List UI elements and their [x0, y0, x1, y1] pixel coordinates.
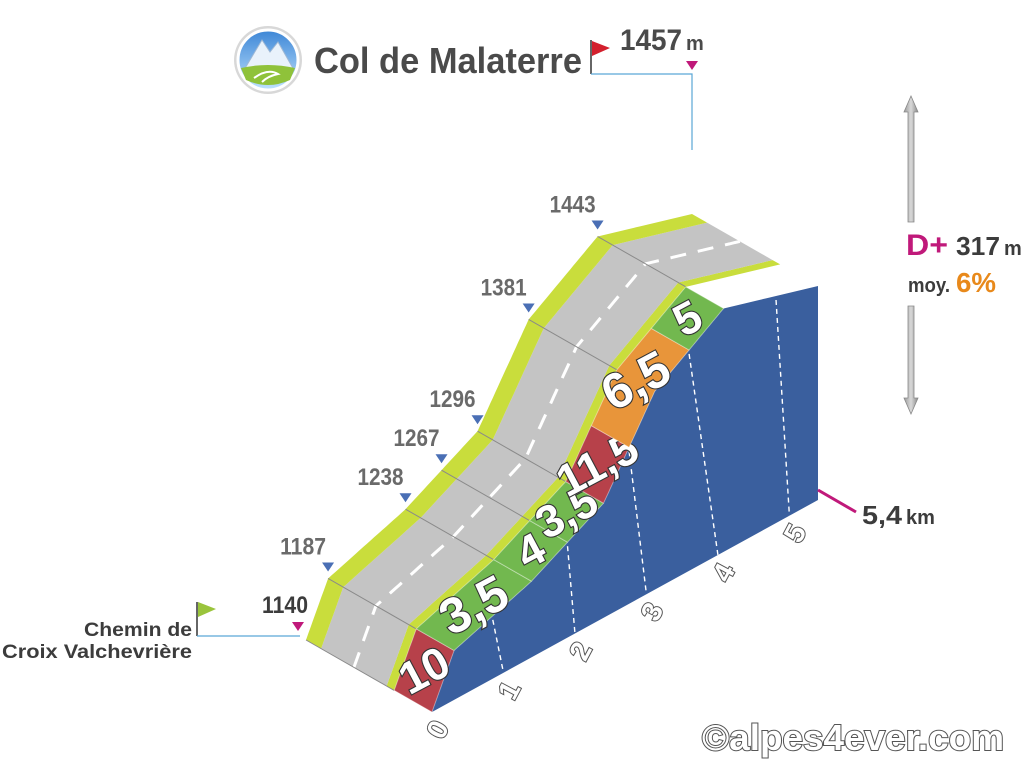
watermark: ©alpes4ever.com [702, 717, 1004, 758]
summit-flag-icon [590, 40, 610, 74]
km-tick-label: 3 [635, 598, 670, 626]
km-tick-label: 1 [492, 676, 527, 704]
total-distance-unit: km [906, 507, 935, 529]
start-flag-icon [196, 602, 216, 636]
road-surface [305, 214, 781, 691]
road-division [305, 639, 395, 691]
distance-marker-line [817, 488, 857, 514]
summit-leader-line [591, 73, 693, 150]
altitude-marker-icon [591, 220, 604, 230]
altitude-marker-icon [435, 454, 448, 464]
km-tick-label: 2 [563, 637, 598, 665]
altitude-label: 1238 [358, 464, 404, 491]
summit-unit: m [686, 33, 704, 55]
altitude-marker-icon [522, 303, 535, 313]
start-name-line2: Croix Valchevrière [2, 642, 192, 663]
road-division [327, 578, 417, 630]
gain-label: D+ [906, 229, 948, 262]
start-marker-icon [292, 622, 304, 631]
altitude-marker-icon [471, 415, 484, 425]
km-gridline [566, 546, 576, 634]
average-value: 6% [956, 267, 996, 298]
height-arrow-icon [903, 95, 919, 415]
road-division [405, 508, 494, 561]
gain-value: 317 [956, 231, 1000, 261]
total-distance-value: 5,4 [862, 500, 903, 530]
base-face [432, 222, 818, 712]
gain-unit: m [1004, 238, 1022, 260]
summit-marker-icon [686, 61, 698, 70]
start-name-line1: Chemin de [84, 620, 192, 641]
km-tick-label: 4 [706, 558, 741, 587]
start-altitude: 1140 [262, 592, 308, 619]
km-tick-label: 0 [420, 715, 455, 743]
altitude-label: 1187 [280, 533, 326, 560]
altitude-marker-icon [322, 562, 335, 572]
mountain-logo-icon [234, 26, 302, 94]
altitude-marker-icon [399, 493, 412, 503]
km-gridline [628, 451, 648, 595]
km-gridline [775, 299, 791, 516]
chart-title: Col de Malaterre [314, 40, 582, 81]
road-division [441, 469, 530, 522]
average-label: moy. [908, 275, 950, 297]
road-division [597, 236, 687, 288]
km-gridline [688, 353, 719, 556]
altitude-label: 1296 [430, 386, 476, 413]
profile-base [432, 222, 818, 712]
altitude-markers: 1187 1238 1267 1296 1381 1443 [280, 191, 604, 572]
road-lane [321, 222, 773, 687]
altitude-label: 1267 [394, 425, 440, 452]
km-tick-label: 5 [778, 519, 813, 547]
altitude-label: 1443 [550, 191, 596, 218]
road-division [477, 430, 566, 483]
summit-altitude: 1457 [620, 24, 682, 57]
altitude-label: 1381 [481, 274, 527, 301]
grade-segment [650, 286, 725, 351]
road-division [528, 319, 618, 371]
